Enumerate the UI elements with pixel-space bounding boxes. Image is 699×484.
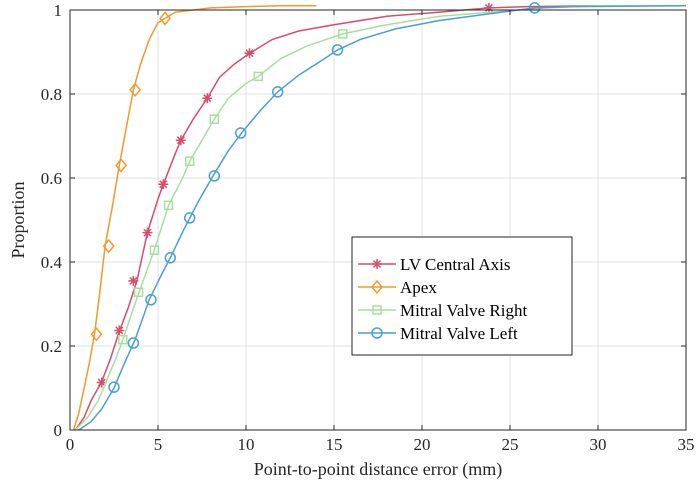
y-tick-label: 1 [54, 1, 63, 20]
data-point [234, 127, 247, 139]
data-point [108, 381, 120, 393]
data-point [183, 212, 196, 224]
data-point [114, 325, 125, 336]
x-tick-label: 25 [502, 435, 519, 454]
y-tick-label: 0.2 [41, 337, 62, 356]
series-line [74, 5, 686, 431]
data-point [208, 170, 221, 182]
data-point [102, 238, 115, 254]
x-tick-label: 30 [590, 435, 607, 454]
data-point [164, 252, 177, 264]
legend-label: Mitral Valve Left [400, 324, 518, 343]
legend-label: Apex [400, 278, 437, 297]
legend: LV Central Axis Apex Mitral Valve Right Mit… [351, 236, 573, 356]
data-point [142, 227, 153, 238]
x-tick-label: 35 [678, 435, 695, 454]
y-tick-label: 0.4 [41, 253, 63, 272]
series-line [72, 5, 317, 431]
data-point [90, 327, 103, 342]
data-point [271, 86, 284, 98]
y-tick-label: 0.6 [41, 169, 62, 188]
legend-marker [372, 305, 382, 315]
x-tick-label: 10 [238, 435, 255, 454]
legend-label: LV Central Axis [400, 255, 511, 274]
x-axis-label: Point-to-point distance error (mm) [254, 459, 502, 480]
plot-frame [69, 9, 687, 431]
data-point [149, 245, 160, 255]
data-point [483, 2, 494, 13]
series-3 [78, 2, 687, 431]
data-point [163, 200, 174, 211]
data-point [159, 11, 172, 26]
data-point [528, 2, 541, 14]
x-tick-label: 20 [414, 435, 431, 454]
data-point [331, 44, 344, 56]
data-point [129, 82, 142, 97]
data-point [338, 29, 348, 39]
data-point [253, 71, 264, 82]
x-tick-label: 15 [326, 435, 343, 454]
y-axis-label: Proportion [8, 181, 28, 258]
series-2 [74, 5, 686, 431]
y-tick-label: 0 [54, 421, 63, 440]
x-tick-label: 0 [66, 435, 75, 454]
y-tick-label: 0.8 [41, 85, 62, 104]
data-point [115, 158, 128, 173]
x-tick-label: 5 [154, 435, 163, 454]
data-point [118, 334, 128, 345]
data-point [128, 275, 139, 286]
data-point [145, 294, 157, 306]
data-point [133, 287, 144, 297]
legend-box [351, 236, 573, 356]
data-point [158, 179, 169, 190]
legend-marker [372, 259, 382, 269]
series-1 [72, 5, 317, 431]
legend-label: Mitral Valve Right [400, 301, 527, 320]
series-line [78, 5, 687, 431]
data-point [175, 135, 186, 146]
data-point [184, 156, 195, 166]
data-point [96, 377, 107, 388]
data-point [127, 337, 140, 349]
tick-labels: 0 5 10 15 20 25 30 35 0 0.2 0.4 0.6 0.8 1 [41, 1, 695, 454]
data-point [202, 93, 213, 104]
legend-marker [371, 279, 383, 295]
data-point [244, 48, 255, 59]
data-point [209, 114, 220, 124]
legend-marker [371, 327, 383, 339]
